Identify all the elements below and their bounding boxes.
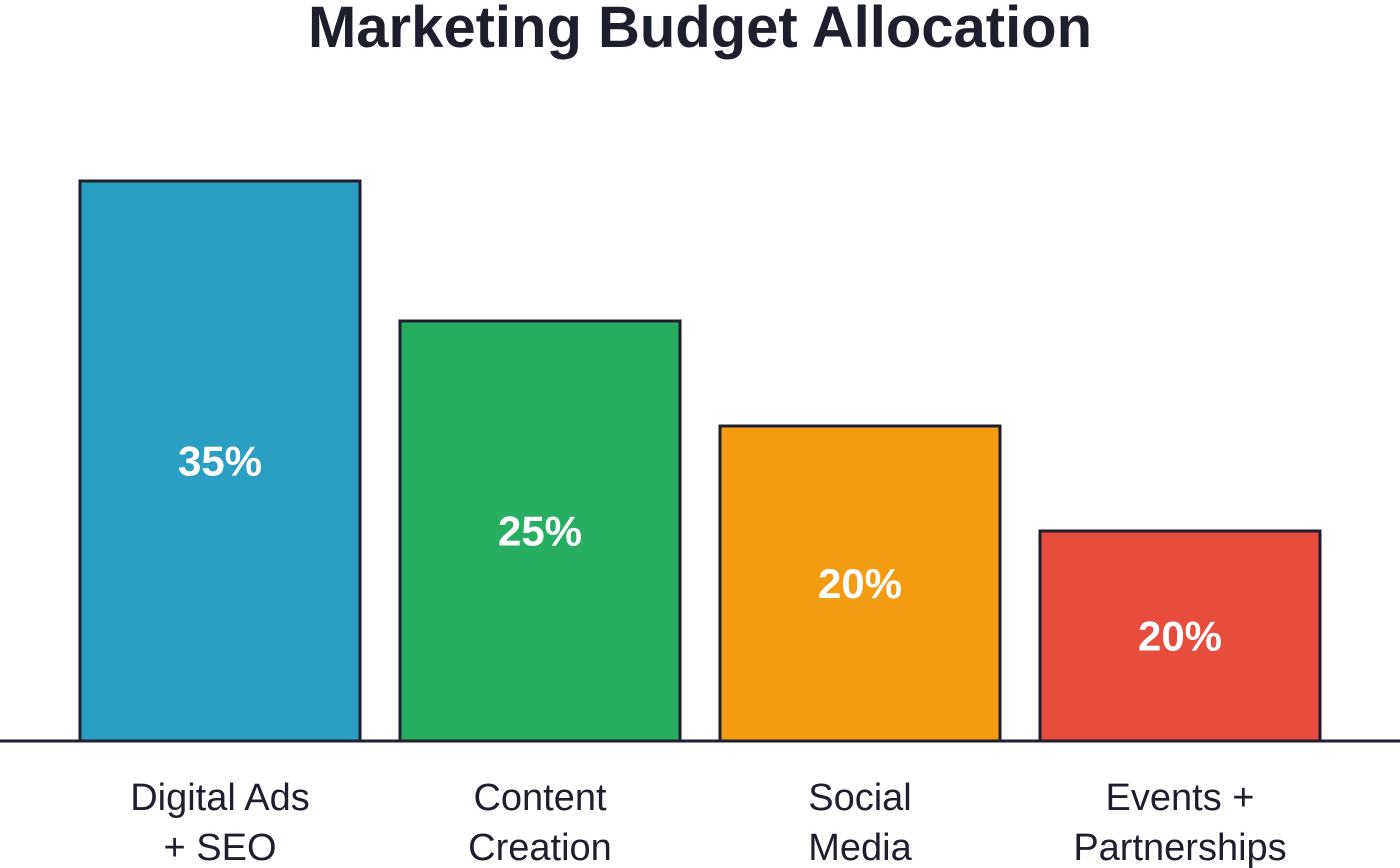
- bar: [718, 424, 1002, 743]
- category-label: Partnerships: [1073, 827, 1286, 868]
- chart-title: Marketing Budget Allocation: [307, 0, 1093, 60]
- bar-value-label: 20%: [1138, 613, 1222, 660]
- category-label: Content: [473, 777, 607, 819]
- bar: [78, 179, 362, 743]
- bar-value-label: 25%: [498, 508, 582, 555]
- category-label: Creation: [468, 827, 612, 868]
- category-label: Events +: [1106, 777, 1255, 819]
- bar-value-label: 20%: [818, 560, 902, 607]
- category-label: Media: [808, 827, 912, 868]
- category-label: + SEO: [164, 827, 277, 868]
- category-label: Digital Ads: [130, 777, 310, 819]
- category-label: Social: [808, 777, 912, 819]
- category-labels-group: Digital Ads + SEO Content Creation Social Med…: [130, 777, 1286, 868]
- bars-group: 35% 25% 20% 20%: [78, 179, 1322, 743]
- bar: [398, 319, 682, 743]
- bar-value-label: 35%: [178, 438, 262, 485]
